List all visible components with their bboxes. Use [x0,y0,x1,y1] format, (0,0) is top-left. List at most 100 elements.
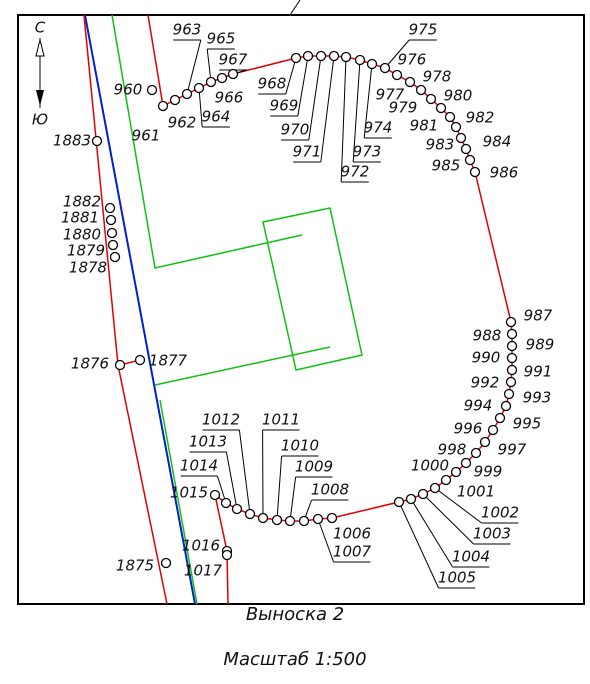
north-label: С [35,19,46,37]
point-label: 1881 [61,209,99,227]
point [450,121,462,133]
point-label: 994 [464,397,493,415]
point [244,508,256,520]
point-label: 992 [471,374,500,392]
point [271,514,283,526]
red-line [147,14,164,107]
point-label: 1011 [262,411,300,429]
leader [238,429,251,515]
point [470,447,482,459]
point-label: 1002 [481,504,519,522]
leader [198,87,203,128]
point-label: 964 [202,108,231,126]
point [460,457,472,469]
green-line [159,399,198,605]
point [417,488,429,500]
point-label: 970 [281,121,310,139]
point [366,58,378,70]
point [505,316,517,328]
point-label: 1878 [69,259,107,277]
point [193,82,205,94]
point-label: 978 [423,68,452,86]
red-line [83,14,168,605]
point [169,94,181,106]
point [464,154,476,166]
leader [317,518,335,563]
point-label: 985 [432,157,461,175]
point [469,166,481,178]
point-label: 982 [466,109,495,127]
point [506,328,518,340]
point-label: 990 [472,349,501,367]
point-label: 972 [341,163,370,181]
point-label: 996 [454,420,483,438]
point-label: 1004 [452,548,490,566]
point-label: 1001 [457,483,495,501]
point [216,72,228,84]
green-rect [262,207,363,371]
point [487,424,499,436]
point-label: 991 [524,363,553,381]
point [157,100,169,112]
point-label: 989 [526,336,555,354]
point [405,493,417,505]
point [415,84,427,96]
leader [285,57,297,95]
point [107,239,119,251]
point [505,376,517,388]
leader [410,498,454,568]
point [425,93,437,105]
point-label: 984 [483,133,512,151]
caption-title: Выноска 2 [246,604,344,625]
point-label: 981 [410,117,439,135]
leader [206,48,212,83]
point [315,50,327,62]
point-label: 979 [389,99,418,117]
leader [352,59,361,163]
point [379,62,391,74]
point [440,474,452,486]
point-label: 973 [353,143,382,161]
point [506,340,518,352]
point [494,412,506,424]
point [91,135,103,147]
point-label: 997 [498,441,527,459]
point-label: 988 [473,327,502,345]
point [354,54,366,66]
point-label: 962 [168,114,197,132]
point [146,84,158,96]
point [404,76,416,88]
leader [398,501,440,589]
leader [297,55,309,117]
point [298,515,310,527]
point-label: 1007 [333,543,372,561]
caption-scale: Масштаб 1:500 [223,649,366,670]
leader [384,39,410,69]
point [284,515,296,527]
point [209,489,221,501]
point [227,68,239,80]
green-line [111,14,303,269]
point [340,51,352,63]
point-label: 1005 [438,569,476,587]
point [205,76,217,88]
point [500,400,512,412]
leader [225,451,238,510]
point-label: 999 [474,463,503,481]
point-label: 1000 [411,457,449,475]
point-label: 1003 [473,525,511,543]
point-label: 1877 [149,352,188,370]
point-label: 995 [513,415,542,433]
point-label: 1016 [182,537,220,555]
leader [320,55,335,163]
point [429,482,441,494]
point [460,143,472,155]
point [109,251,121,263]
point [257,512,269,524]
point-label: 1006 [333,525,371,543]
point [231,503,243,515]
point-label: 1017 [184,562,223,580]
point-label: 1010 [281,437,319,455]
point-label: 998 [438,441,467,459]
